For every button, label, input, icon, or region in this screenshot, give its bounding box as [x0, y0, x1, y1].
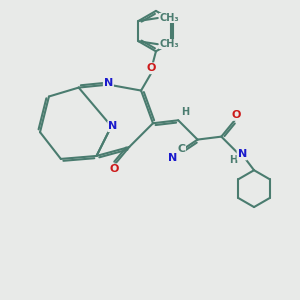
- Text: H: H: [181, 107, 189, 117]
- Text: H: H: [229, 154, 237, 164]
- Text: N: N: [168, 153, 178, 163]
- Text: N: N: [238, 149, 247, 160]
- Text: CH₃: CH₃: [159, 13, 179, 23]
- Text: O: O: [110, 164, 119, 174]
- Text: CH₃: CH₃: [159, 39, 179, 49]
- Text: N: N: [108, 121, 118, 131]
- Text: C: C: [178, 143, 186, 154]
- Text: N: N: [104, 78, 113, 88]
- Text: O: O: [147, 63, 156, 73]
- Text: O: O: [232, 110, 241, 120]
